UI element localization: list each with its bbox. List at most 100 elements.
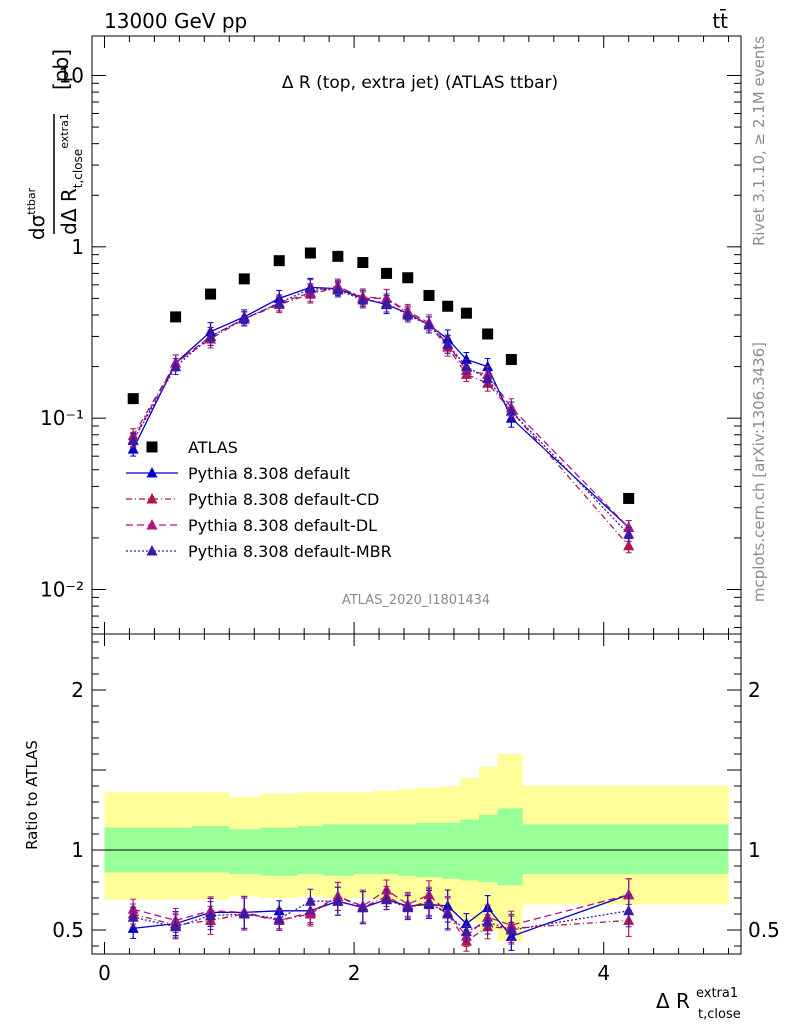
ratio-point-pythia-8-308-default-mbr bbox=[381, 893, 393, 905]
main-point-pythia-8-308-default-mbr bbox=[623, 528, 635, 539]
main-point-pythia-8-308-default-mbr bbox=[127, 434, 139, 446]
rivet-label: Rivet 3.1.10, ≥ 2.1M events bbox=[750, 36, 768, 246]
atlas-data-point bbox=[238, 273, 250, 285]
main-point-pythia-8-308-default-mbr bbox=[332, 283, 344, 295]
ratio-y-tick-label-right: 0.5 bbox=[748, 918, 780, 942]
y-tick-label: 10⁻² bbox=[40, 578, 84, 602]
main-curve-pythia-8-308-default-cd bbox=[132, 286, 630, 547]
atlas-data-point bbox=[402, 272, 414, 284]
main-point-pythia-8-308-default-mbr bbox=[381, 297, 393, 308]
legend-label-pythia-8-308-default-cd: Pythia 8.308 default-CD bbox=[188, 490, 379, 509]
ratio-curve-pythia-8-308-default-dl bbox=[133, 889, 629, 938]
x-tick-label: 2 bbox=[348, 961, 361, 985]
main-point-pythia-8-308-default-mbr bbox=[238, 312, 250, 324]
ratio-band-green bbox=[104, 808, 729, 886]
atlas-data-point bbox=[482, 328, 494, 340]
main-point-pythia-8-308-default-mbr bbox=[482, 372, 494, 384]
ratio-point-pythia-8-308-default-mbr bbox=[423, 896, 435, 908]
ratio-point-pythia-8-308-default-mbr bbox=[460, 925, 472, 937]
main-point-pythia-8-308-default-mbr bbox=[402, 309, 414, 320]
atlas-data-point bbox=[170, 311, 182, 323]
y-tick-label: 10⁻¹ bbox=[40, 406, 84, 430]
main-point-pythia-8-308-default-mbr bbox=[357, 293, 369, 305]
legend-marker-pythia-8-308-default bbox=[146, 467, 158, 478]
ratio-point-pythia-8-308-default-mbr bbox=[205, 909, 217, 921]
ratio-point-pythia-8-308-default-mbr bbox=[623, 904, 635, 916]
mcplots-label: mcplots.cern.ch [arXiv:1306.3436] bbox=[750, 342, 768, 602]
ratio-point-pythia-8-308-default-mbr bbox=[238, 908, 250, 919]
atlas-data-point bbox=[127, 393, 139, 405]
atlas-data-point bbox=[423, 289, 435, 301]
ratio-point-pythia-8-308-default-dl bbox=[623, 888, 635, 900]
svg-text:dσttbar: dσttbar bbox=[25, 187, 49, 240]
y-axis-title: dσttbar dΔ Rt,closeextra1 [pb] bbox=[25, 49, 85, 240]
main-curve-pythia-8-308-default-mbr bbox=[132, 288, 630, 535]
legend-marker-pythia-8-308-default-mbr bbox=[146, 545, 158, 556]
main-point-pythia-8-308-default-mbr bbox=[460, 360, 472, 372]
main-point-pythia-8-308-default-mbr bbox=[304, 282, 316, 294]
main-point-pythia-8-308-default-mbr bbox=[442, 338, 454, 349]
ratio-frame bbox=[91, 633, 742, 955]
legend-label-atlas: ATLAS bbox=[188, 438, 238, 457]
ratio-point-pythia-8-308-default-mbr bbox=[332, 895, 344, 906]
legend-label-pythia-8-308-default-dl: Pythia 8.308 default-DL bbox=[188, 516, 377, 535]
y-tick-label: 10 bbox=[59, 63, 84, 87]
x-tick-label: 4 bbox=[597, 961, 610, 985]
svg-text:Δ R: Δ R bbox=[656, 989, 690, 1013]
main-point-pythia-8-308-default-mbr bbox=[423, 318, 435, 330]
atlas-data-point bbox=[332, 250, 344, 262]
atlas-data-point bbox=[460, 307, 472, 319]
ratio-y-label: Ratio to ATLAS bbox=[23, 740, 41, 850]
ratio-point-pythia-8-308-default-mbr bbox=[273, 912, 285, 924]
legend-marker-atlas bbox=[146, 441, 158, 453]
x-axis-title: Δ R t,close extra1 bbox=[656, 986, 741, 1022]
ratio-curve-pythia-8-308-default bbox=[133, 894, 629, 938]
svg-text:[pb]: [pb] bbox=[49, 49, 73, 90]
atlas-data-point bbox=[381, 267, 393, 279]
atlas-data-point bbox=[357, 257, 369, 269]
atlas-data-point bbox=[505, 353, 517, 365]
svg-text:extra1: extra1 bbox=[696, 986, 738, 1001]
ratio-point-pythia-8-308-default-mbr bbox=[304, 895, 316, 906]
main-point-pythia-8-308-default-dl bbox=[623, 521, 635, 533]
main-point-pythia-8-308-default bbox=[482, 360, 494, 372]
ratio-point-pythia-8-308-default-mbr bbox=[357, 901, 369, 913]
ratio-y-tick-label: 1 bbox=[71, 838, 84, 862]
atlas-data-point bbox=[273, 255, 285, 267]
ratio-curve-pythia-8-308-default-cd bbox=[133, 895, 629, 943]
legend-marker-pythia-8-308-default-dl bbox=[146, 519, 158, 530]
atlas-data-point bbox=[205, 288, 217, 300]
final-state-label: tt̄ bbox=[712, 8, 728, 33]
x-tick-label: 0 bbox=[98, 961, 111, 985]
ratio-y-tick-label: 2 bbox=[71, 678, 84, 702]
ratio-point-pythia-8-308-default-mbr bbox=[402, 901, 414, 913]
ratio-point-pythia-8-308-default-mbr bbox=[482, 916, 494, 927]
atlas-data-point bbox=[304, 247, 316, 259]
main-point-pythia-8-308-default bbox=[127, 443, 139, 454]
y-tick-label: 1 bbox=[71, 235, 84, 259]
ratio-y-tick-label-right: 1 bbox=[748, 838, 761, 862]
legend-marker-pythia-8-308-default-cd bbox=[146, 493, 158, 504]
atlas-data-point bbox=[623, 492, 635, 504]
ratio-point-pythia-8-308-default-mbr bbox=[442, 908, 454, 919]
ratio-point-pythia-8-308-default-mbr bbox=[170, 920, 182, 932]
main-point-pythia-8-308-default-cd bbox=[623, 539, 635, 551]
main-point-pythia-8-308-default-mbr bbox=[505, 405, 517, 416]
ratio-y-tick-label: 0.5 bbox=[52, 918, 84, 942]
ratio-y-tick-label-right: 2 bbox=[748, 678, 761, 702]
process-label: 13000 GeV pp bbox=[104, 9, 247, 33]
ratio-point-pythia-8-308-default-mbr bbox=[505, 924, 517, 935]
ratio-curve-pythia-8-308-default-mbr bbox=[133, 898, 629, 933]
atlas-data-point bbox=[442, 300, 454, 312]
svg-text:dΔ Rt,closeextra1: dΔ Rt,closeextra1 bbox=[57, 113, 85, 235]
main-point-pythia-8-308-default-mbr bbox=[205, 330, 217, 341]
main-point-pythia-8-308-default-mbr bbox=[273, 297, 285, 308]
legend-label-pythia-8-308-default: Pythia 8.308 default bbox=[188, 464, 350, 483]
svg-text:t,close: t,close bbox=[698, 1007, 741, 1022]
main-point-pythia-8-308-default bbox=[460, 353, 472, 364]
main-point-pythia-8-308-default-mbr bbox=[170, 360, 182, 372]
analysis-id: ATLAS_2020_I1801434 bbox=[342, 593, 490, 608]
ratio-point-pythia-8-308-default-mbr bbox=[127, 911, 139, 922]
legend-label-pythia-8-308-default-mbr: Pythia 8.308 default-MBR bbox=[188, 542, 392, 561]
